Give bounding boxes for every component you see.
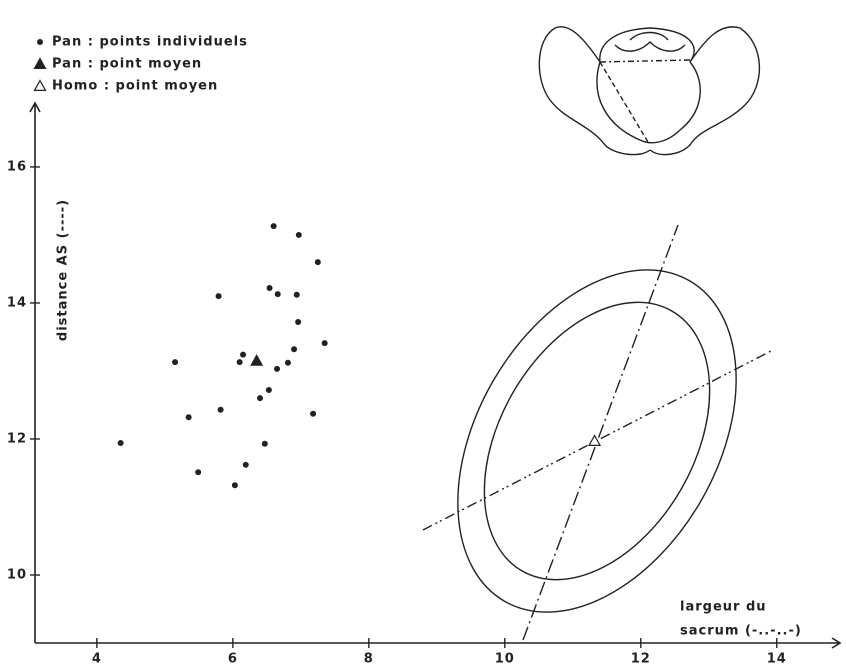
chart: distance AS (----) largeur du sacrum (-.… — [0, 0, 846, 669]
point — [257, 395, 263, 401]
point — [262, 441, 268, 447]
point — [310, 411, 316, 417]
legend-label: Homo : point moyen — [52, 79, 218, 94]
point — [296, 232, 302, 238]
pelvis-sketch — [539, 27, 759, 155]
point — [232, 482, 238, 488]
point — [218, 407, 224, 413]
x-tick-label: 6 — [228, 652, 238, 667]
x-tick-label: 10 — [495, 652, 515, 667]
legend-marker — [35, 81, 46, 91]
point — [186, 414, 192, 420]
x-axis-label: largeur du — [680, 600, 767, 615]
point — [322, 340, 328, 346]
y-tick-label: 16 — [7, 159, 27, 174]
y-tick-label: 12 — [7, 431, 27, 446]
point — [240, 352, 246, 358]
x-tick-label: 14 — [767, 652, 787, 667]
x-tick-label: 12 — [631, 652, 651, 667]
x-axis-label: sacrum (-..-..-) — [680, 624, 802, 639]
legend-label: Pan : points individuels — [52, 35, 248, 50]
legend-label: Pan : point moyen — [52, 57, 202, 72]
point — [195, 469, 201, 475]
point — [291, 346, 297, 352]
point — [266, 387, 272, 393]
legend-marker — [37, 39, 43, 45]
point — [274, 366, 280, 372]
y-tick-label: 14 — [7, 295, 27, 310]
y-tick-label: 10 — [7, 567, 27, 582]
point — [285, 360, 291, 366]
point — [237, 359, 243, 365]
axes — [30, 103, 840, 648]
point — [275, 291, 281, 297]
point — [267, 285, 273, 291]
y-axis-label: distance AS (----) — [56, 199, 71, 341]
point — [295, 319, 301, 325]
point — [294, 292, 300, 298]
x-tick-label: 8 — [364, 652, 374, 667]
point — [118, 440, 124, 446]
x-tick-label: 4 — [92, 652, 102, 667]
legend-marker — [35, 59, 46, 69]
point — [243, 462, 249, 468]
point — [271, 223, 277, 229]
point — [216, 293, 222, 299]
point — [251, 355, 262, 365]
point — [315, 259, 321, 265]
point — [172, 359, 178, 365]
